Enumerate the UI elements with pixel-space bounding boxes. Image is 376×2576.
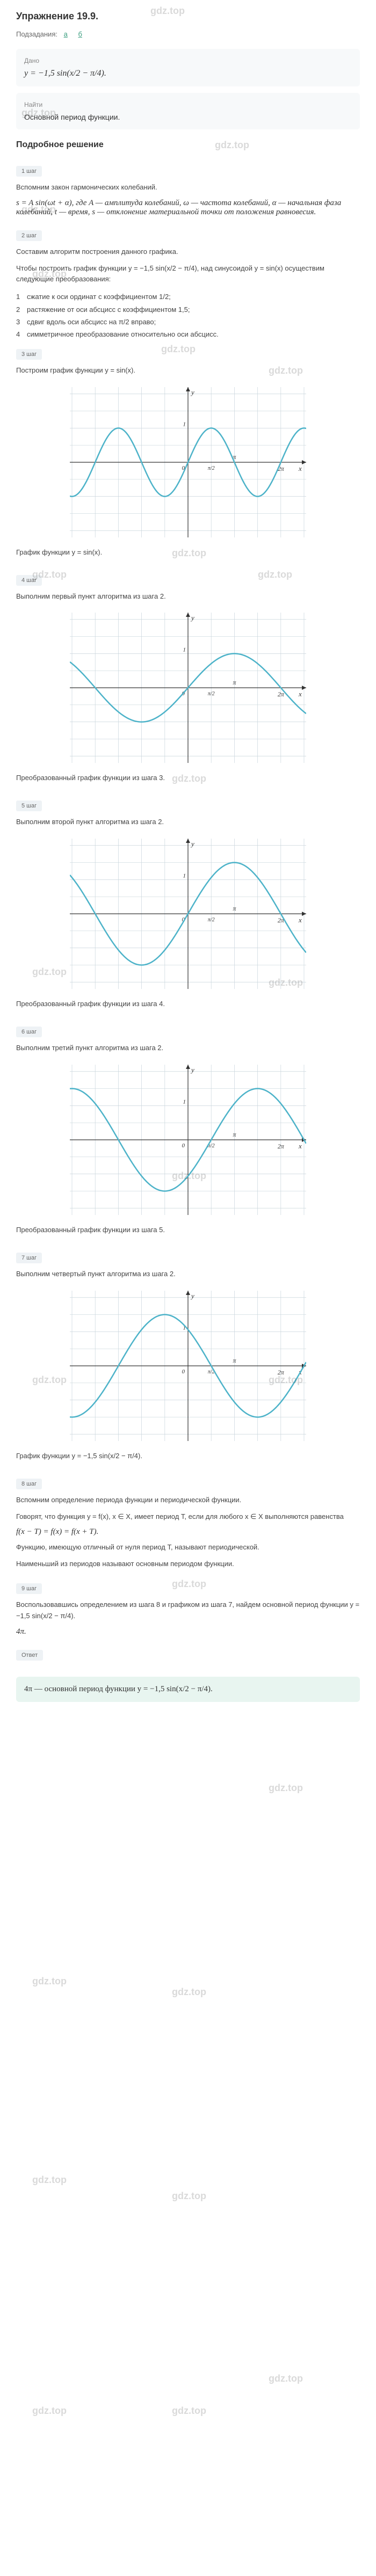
svg-text:π/2: π/2 <box>208 465 215 471</box>
step2-intro: Составим алгоритм построения данного гра… <box>16 246 360 258</box>
svg-text:π: π <box>233 1357 236 1364</box>
list-item: сжатие к оси ординат с коэффициентом 1/2… <box>16 290 360 303</box>
step2-list: сжатие к оси ординат с коэффициентом 1/2… <box>16 290 360 341</box>
svg-text:x: x <box>298 690 302 698</box>
svg-text:1: 1 <box>183 873 186 879</box>
step8-intro: Вспомним определение периода функции и п… <box>16 1495 360 1506</box>
step6-intro: Выполним третий пункт алгоритма из шага … <box>16 1043 360 1054</box>
svg-text:2π: 2π <box>278 1143 285 1150</box>
step3-intro: Построим график функции y = sin(x). <box>16 365 360 376</box>
step2-text1: Чтобы построить график функции y = −1,5 … <box>16 263 360 286</box>
watermark: gdz.top <box>32 1976 67 1987</box>
graph-svg: yxπ2π1π/20 <box>70 1065 306 1215</box>
step1-formula: s = A sin(ωt + α), где A — амплитуда кол… <box>16 199 360 217</box>
step-badge-9: 9 шаг <box>16 1583 42 1594</box>
svg-text:y: y <box>190 1292 194 1300</box>
step8-text3: Наименьший из периодов называют основным… <box>16 1559 360 1570</box>
solution-title: Подробное решение <box>16 140 360 150</box>
step7-intro: Выполним четвертый пункт алгоритма из ша… <box>16 1269 360 1280</box>
step9-formula: 4π. <box>16 1627 360 1636</box>
step5-caption: Преобразованный график функции из шага 4… <box>16 1000 360 1008</box>
step-badge-7: 7 шаг <box>16 1253 42 1263</box>
watermark: gdz.top <box>258 569 292 580</box>
graph-3: yxπ2π1π/20 <box>16 387 360 537</box>
svg-text:1: 1 <box>183 421 186 427</box>
step4-caption: Преобразованный график функции из шага 3… <box>16 774 360 782</box>
svg-text:y: y <box>190 388 194 396</box>
list-item: сдвиг вдоль оси абсцисс на π/2 вправо; <box>16 316 360 328</box>
find-box: Найти Основной период функции. <box>16 93 360 129</box>
step-badge-8: 8 шаг <box>16 1479 42 1489</box>
find-label: Найти <box>24 101 352 108</box>
step-badge-5: 5 шаг <box>16 801 42 811</box>
watermark: gdz.top <box>161 344 196 355</box>
svg-text:π/2: π/2 <box>208 917 215 923</box>
watermark: gdz.top <box>32 2405 67 2417</box>
step8-formula: f(x − T) = f(x) = f(x + T). <box>16 1527 360 1537</box>
step8-text1: Говорят, что функция y = f(x), x ∈ X, им… <box>16 1511 360 1523</box>
step-badge-4: 4 шаг <box>16 575 42 586</box>
svg-text:π/2: π/2 <box>208 691 215 697</box>
subtasks-row: Подзадания: а б <box>16 30 360 38</box>
graph-svg: yxπ2π1π/20 <box>70 613 306 763</box>
step-badge-6: 6 шаг <box>16 1027 42 1037</box>
svg-text:y: y <box>190 614 194 622</box>
find-text: Основной период функции. <box>24 113 352 121</box>
subtasks-label: Подзадания: <box>16 30 57 38</box>
subtask-link-a[interactable]: а <box>64 30 68 38</box>
answer-box: 4π — основной период функции y = −1,5 si… <box>16 1677 360 1702</box>
subtask-link-b[interactable]: б <box>78 30 82 38</box>
watermark: gdz.top <box>269 1782 303 1794</box>
step-badge-1: 1 шаг <box>16 166 42 177</box>
graph-svg: yxπ2π1π/20 <box>70 1291 306 1441</box>
svg-text:0: 0 <box>182 1143 185 1149</box>
watermark: gdz.top <box>269 2373 303 2384</box>
graph-svg: yxπ2π1π/20 <box>70 839 306 989</box>
svg-text:2π: 2π <box>278 1369 285 1376</box>
page-container: Упражнение 19.9. Подзадания: а б Дано y … <box>0 0 376 1723</box>
step5-intro: Выполним второй пункт алгоритма из шага … <box>16 817 360 828</box>
given-box: Дано y = −1,5 sin(x/2 − π/4). <box>16 49 360 86</box>
list-item: симметричное преобразование относительно… <box>16 328 360 340</box>
step-badge-3: 3 шаг <box>16 349 42 360</box>
answer-badge: Ответ <box>16 1650 43 1661</box>
svg-text:π: π <box>233 905 236 912</box>
graph-4: yxπ2π1π/20 <box>16 613 360 763</box>
svg-text:π: π <box>233 679 236 686</box>
step3-caption: График функции y = sin(x). <box>16 548 360 556</box>
svg-text:1: 1 <box>183 647 186 653</box>
given-formula: y = −1,5 sin(x/2 − π/4). <box>24 69 352 78</box>
step4-intro: Выполним первый пункт алгоритма из шага … <box>16 591 360 602</box>
list-item: растяжение от оси абсцисс с коэффициенто… <box>16 303 360 316</box>
watermark: gdz.top <box>172 1986 206 1998</box>
step8-text2: Функцию, имеющую отличный от нуля период… <box>16 1542 360 1553</box>
svg-text:y: y <box>190 840 194 848</box>
svg-text:1: 1 <box>183 1098 186 1105</box>
svg-text:x: x <box>298 1142 302 1150</box>
step1-intro: Вспомним закон гармонических колебаний. <box>16 182 360 193</box>
step9-intro: Воспользовавшись определением из шага 8 … <box>16 1599 360 1622</box>
graph-svg: yxπ2π1π/20 <box>70 387 306 537</box>
watermark: gdz.top <box>172 1578 206 1590</box>
graph-5: yxπ2π1π/20 <box>16 839 360 989</box>
step-badge-2: 2 шаг <box>16 230 42 241</box>
step7-caption: График функции y = −1,5 sin(x/2 − π/4). <box>16 1452 360 1460</box>
svg-text:x: x <box>298 916 302 924</box>
exercise-title: Упражнение 19.9. <box>16 11 360 22</box>
watermark: gdz.top <box>172 2191 206 2202</box>
watermark: gdz.top <box>172 2405 206 2417</box>
step6-caption: Преобразованный график функции из шага 5… <box>16 1226 360 1234</box>
svg-text:0: 0 <box>182 1369 185 1375</box>
graph-7: yxπ2π1π/20 <box>16 1291 360 1441</box>
given-label: Дано <box>24 57 352 64</box>
watermark: gdz.top <box>32 2174 67 2186</box>
svg-text:x: x <box>298 464 302 472</box>
graph-6: yxπ2π1π/20 <box>16 1065 360 1215</box>
svg-text:y: y <box>190 1066 194 1074</box>
svg-text:π: π <box>233 1131 236 1138</box>
